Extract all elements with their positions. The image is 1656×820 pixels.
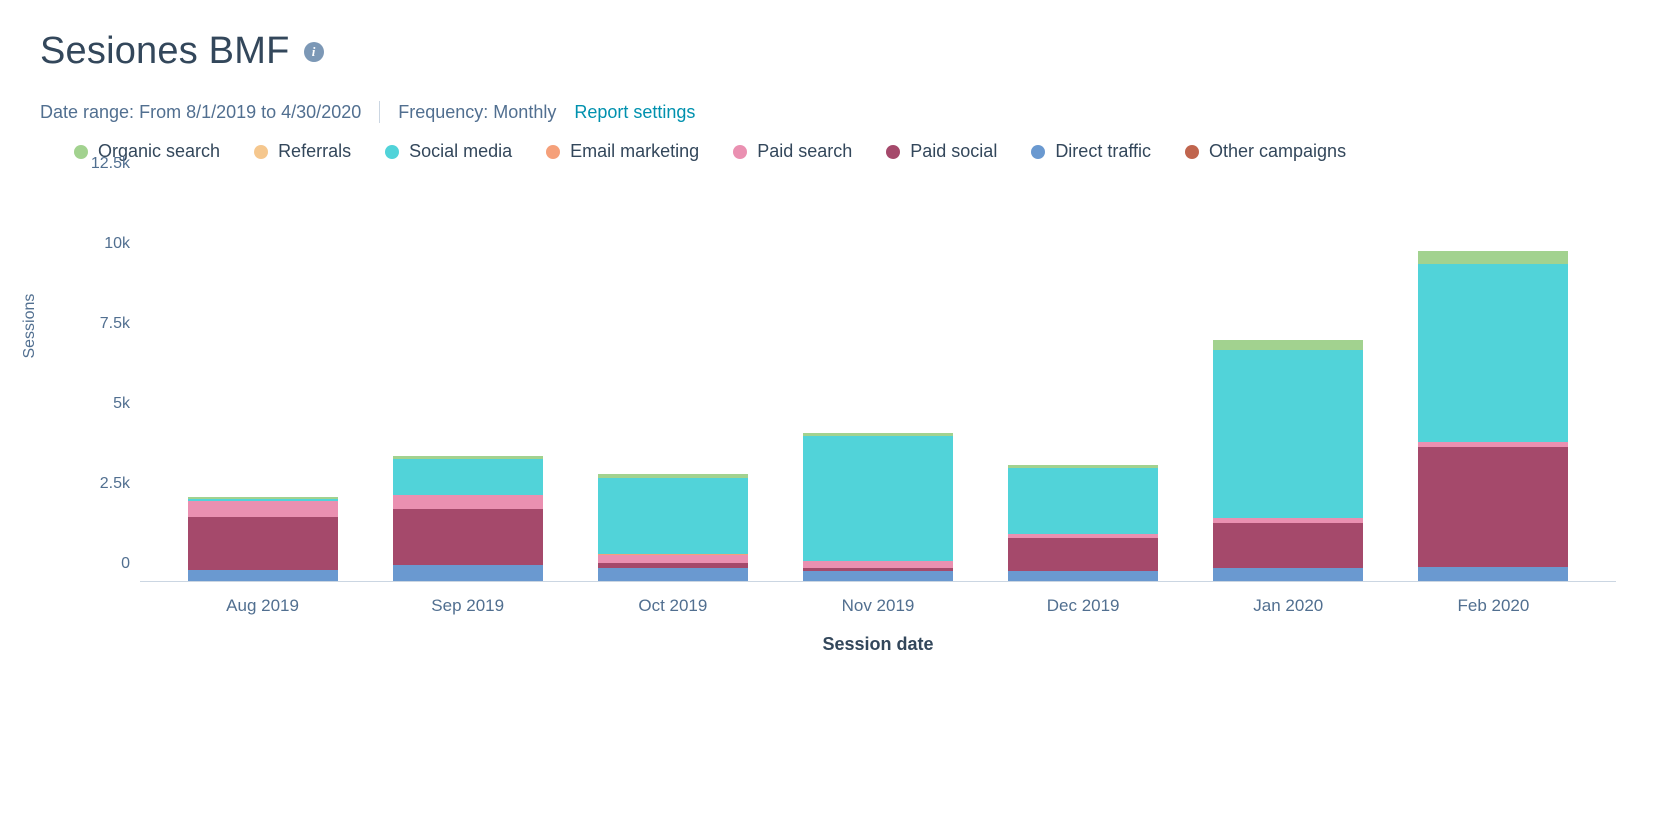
bar-segment-paid-social[interactable] [393, 509, 543, 565]
x-tick: Oct 2019 [598, 596, 748, 616]
y-tick: 2.5k [100, 475, 130, 493]
legend-item-direct-traffic[interactable]: Direct traffic [1031, 141, 1151, 162]
bar-segment-social-media[interactable] [393, 459, 543, 494]
x-axis-label: Session date [140, 634, 1616, 655]
bar-segment-social-media[interactable] [1213, 350, 1363, 518]
info-icon[interactable]: i [304, 42, 324, 62]
title-row: Sesiones BMF i [40, 30, 1616, 73]
chart-plot-area [140, 182, 1616, 582]
bar-segment-social-media[interactable] [1008, 468, 1158, 534]
y-axis-ticks: 02.5k5k7.5k10k12.5k [40, 182, 140, 582]
bar-segment-paid-social[interactable] [1418, 447, 1568, 567]
legend-label: Paid social [910, 141, 997, 162]
bar-column[interactable] [1008, 465, 1158, 581]
frequency-label: Frequency: [398, 102, 488, 122]
bar-segment-paid-social[interactable] [1213, 523, 1363, 568]
bar-segment-direct-traffic[interactable] [803, 571, 953, 581]
legend-label: Paid search [757, 141, 852, 162]
legend-label: Referrals [278, 141, 351, 162]
legend-label: Other campaigns [1209, 141, 1346, 162]
x-axis-ticks: Aug 2019 Sep 2019 Oct 2019 Nov 2019 Dec 2019… [140, 582, 1616, 616]
bar-segment-direct-traffic[interactable] [188, 570, 338, 581]
legend-swatch [733, 145, 747, 159]
bar-segment-paid-social[interactable] [188, 517, 338, 570]
bar-segment-social-media[interactable] [803, 436, 953, 561]
y-tick: 10k [104, 235, 130, 253]
bar-segment-direct-traffic[interactable] [1008, 571, 1158, 581]
legend-item-referrals[interactable]: Referrals [254, 141, 351, 162]
legend-swatch [1031, 145, 1045, 159]
bar-segment-direct-traffic[interactable] [598, 568, 748, 581]
x-tick: Nov 2019 [803, 596, 953, 616]
legend-swatch [74, 145, 88, 159]
bar-segment-paid-social[interactable] [1008, 538, 1158, 572]
bar-column[interactable] [188, 497, 338, 581]
meta-row: Date range: From 8/1/2019 to 4/30/2020 F… [40, 101, 1616, 123]
report-settings-link[interactable]: Report settings [574, 102, 695, 123]
legend-label: Email marketing [570, 141, 699, 162]
legend-swatch [886, 145, 900, 159]
bar-segment-paid-search[interactable] [393, 495, 543, 509]
report-panel: Sesiones BMF i Date range: From 8/1/2019… [0, 0, 1656, 820]
y-tick: 0 [121, 555, 130, 573]
legend-label: Direct traffic [1055, 141, 1151, 162]
chart: Sessions 02.5k5k7.5k10k12.5k [40, 182, 1616, 582]
bar-segment-social-media[interactable] [598, 478, 748, 553]
legend-item-social-media[interactable]: Social media [385, 141, 512, 162]
x-tick: Sep 2019 [393, 596, 543, 616]
date-range-value: From 8/1/2019 to 4/30/2020 [139, 102, 361, 122]
x-tick: Aug 2019 [188, 596, 338, 616]
x-tick: Dec 2019 [1008, 596, 1158, 616]
legend-label: Social media [409, 141, 512, 162]
x-tick: Jan 2020 [1213, 596, 1363, 616]
legend-swatch [546, 145, 560, 159]
report-title: Sesiones BMF [40, 30, 290, 73]
meta-divider [379, 101, 380, 123]
legend-item-paid-social[interactable]: Paid social [886, 141, 997, 162]
bar-column[interactable] [393, 456, 543, 581]
y-tick: 7.5k [100, 315, 130, 333]
y-tick: 12.5k [91, 155, 130, 173]
frequency-value: Monthly [493, 102, 556, 122]
bar-column[interactable] [1418, 251, 1568, 581]
bar-segment-direct-traffic[interactable] [393, 565, 543, 581]
date-range-text: Date range: From 8/1/2019 to 4/30/2020 [40, 102, 361, 123]
y-axis-label: Sessions [21, 294, 39, 359]
legend-swatch [1185, 145, 1199, 159]
date-range-label: Date range: [40, 102, 134, 122]
chart-bars [140, 182, 1616, 581]
bar-segment-paid-search[interactable] [188, 501, 338, 517]
legend-item-email-marketing[interactable]: Email marketing [546, 141, 699, 162]
legend-swatch [254, 145, 268, 159]
y-tick: 5k [113, 395, 130, 413]
bar-segment-social-media[interactable] [1418, 264, 1568, 442]
bar-segment-paid-search[interactable] [598, 555, 748, 563]
legend: Organic searchReferralsSocial mediaEmail… [74, 141, 1616, 162]
bar-segment-direct-traffic[interactable] [1213, 568, 1363, 581]
legend-item-paid-search[interactable]: Paid search [733, 141, 852, 162]
bar-column[interactable] [598, 474, 748, 581]
bar-column[interactable] [803, 433, 953, 581]
frequency-text: Frequency: Monthly [398, 102, 556, 123]
bar-segment-organic-search[interactable] [1418, 251, 1568, 264]
bar-segment-organic-search[interactable] [1213, 340, 1363, 350]
bar-segment-direct-traffic[interactable] [1418, 567, 1568, 581]
legend-item-other-campaigns[interactable]: Other campaigns [1185, 141, 1346, 162]
bar-column[interactable] [1213, 340, 1363, 581]
legend-swatch [385, 145, 399, 159]
x-tick: Feb 2020 [1418, 596, 1568, 616]
